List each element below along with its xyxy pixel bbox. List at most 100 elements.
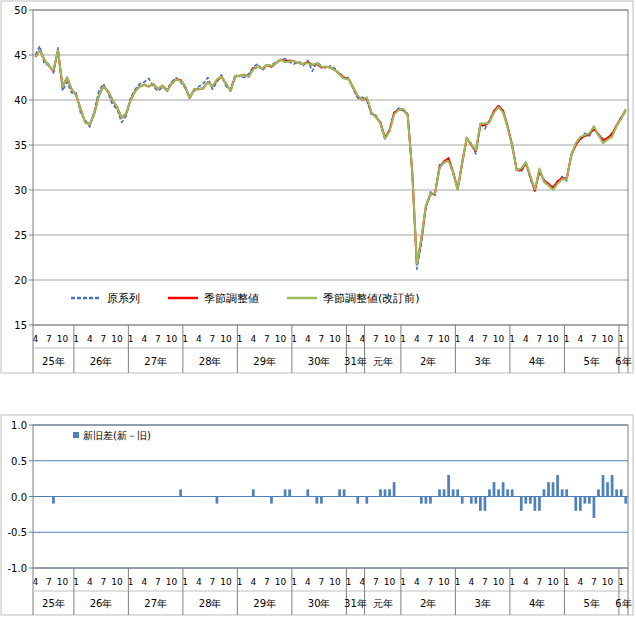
group-separator xyxy=(73,568,74,615)
x-group-label: 31年 xyxy=(344,356,367,367)
bar xyxy=(611,475,614,496)
x-tick-label: 10 xyxy=(493,334,505,344)
bar xyxy=(361,496,364,497)
bar xyxy=(452,489,455,496)
bar xyxy=(275,496,278,497)
bar xyxy=(347,496,350,497)
y-tick xyxy=(29,325,33,326)
bar xyxy=(461,497,464,504)
bar xyxy=(597,489,600,496)
x-tick-label: 7 xyxy=(537,334,543,344)
chart-border xyxy=(1,1,633,373)
group-separator xyxy=(128,568,129,615)
grid-line xyxy=(33,145,628,146)
y-tick xyxy=(29,568,33,569)
bar xyxy=(406,496,409,497)
bar xyxy=(297,496,300,497)
bar xyxy=(529,497,532,504)
x-tick-label: 10 xyxy=(438,334,450,344)
x-tick-label: 10 xyxy=(493,577,505,587)
bar xyxy=(615,489,618,496)
x-tick-label: 4 xyxy=(468,334,474,344)
bar xyxy=(334,496,337,497)
bar xyxy=(302,496,305,497)
x-group-label: 3年 xyxy=(474,598,490,609)
x-group-label: 4年 xyxy=(529,356,545,367)
bar xyxy=(443,489,446,496)
group-separator xyxy=(564,325,565,373)
x-group-label: 25年 xyxy=(42,598,65,609)
legend: 原系列季節調整値季節調整値(改訂前) xyxy=(71,292,420,305)
bar xyxy=(138,496,141,497)
series-line xyxy=(35,51,625,264)
x-tick-label: 4 xyxy=(250,577,256,587)
chart-border xyxy=(1,415,633,615)
bar xyxy=(570,496,573,497)
group-separator xyxy=(509,325,510,373)
x-tick-label: 7 xyxy=(591,577,597,587)
bar xyxy=(229,496,232,497)
x-tick-label: 10 xyxy=(111,577,123,587)
y-tick xyxy=(29,280,33,281)
bar xyxy=(197,496,200,497)
bar xyxy=(184,496,187,497)
bar xyxy=(370,496,373,497)
bar xyxy=(216,497,219,504)
grid-line xyxy=(33,235,628,236)
bar xyxy=(188,496,191,497)
chart-bar: -1.0-0.50.00.51.047101471014710147101471… xyxy=(1,415,633,615)
bar xyxy=(552,482,555,496)
x-tick-label: 4 xyxy=(196,334,202,344)
bar xyxy=(147,496,150,497)
group-separator xyxy=(182,325,183,373)
bar xyxy=(170,496,173,497)
x-tick-label: 10 xyxy=(329,577,341,587)
bar xyxy=(93,496,96,497)
bar xyxy=(152,496,155,497)
bar xyxy=(420,497,423,504)
x-group-label: 2年 xyxy=(420,356,436,367)
x-group-label: 30年 xyxy=(308,598,331,609)
x-tick-label: 7 xyxy=(428,577,434,587)
y-tick-label: 35 xyxy=(14,140,27,151)
bar xyxy=(97,496,100,497)
bar xyxy=(107,496,110,497)
bar xyxy=(470,497,473,504)
bar xyxy=(574,497,577,511)
x-group-label: 26年 xyxy=(90,598,113,609)
y-tick-label: 30 xyxy=(14,185,27,196)
x-tick-label: 7 xyxy=(373,577,379,587)
bar xyxy=(356,497,359,504)
y-tick-label: 15 xyxy=(14,320,27,331)
bar xyxy=(384,489,387,496)
bar xyxy=(320,497,323,504)
bar xyxy=(415,496,418,497)
bar xyxy=(134,496,137,497)
bar xyxy=(266,496,269,497)
x-tick-label: 4 xyxy=(577,334,583,344)
y-tick-label: 40 xyxy=(14,95,27,106)
bar xyxy=(120,496,123,497)
x-group-label: 31年 xyxy=(344,598,367,609)
bar xyxy=(456,489,459,496)
bar xyxy=(393,482,396,496)
x-tick-label: 7 xyxy=(264,334,270,344)
bar xyxy=(261,496,264,497)
y-tick xyxy=(29,496,33,497)
x-group-label: 2年 xyxy=(420,598,436,609)
y-tick-label: -0.5 xyxy=(7,527,27,538)
bar xyxy=(343,489,346,496)
y-tick-label: 45 xyxy=(14,50,27,61)
x-tick-label: 10 xyxy=(57,334,69,344)
y-tick xyxy=(29,10,33,11)
figure: 1520253035404550471014710147101471014710… xyxy=(0,0,636,631)
x-tick-label: 10 xyxy=(329,334,341,344)
bar xyxy=(402,496,405,497)
bar xyxy=(129,496,132,497)
bar xyxy=(606,482,609,496)
bar xyxy=(352,496,355,497)
bar xyxy=(556,475,559,496)
plot-frame xyxy=(33,10,628,325)
bar xyxy=(329,496,332,497)
legend-label: 季節調整値(改訂前) xyxy=(323,292,420,305)
